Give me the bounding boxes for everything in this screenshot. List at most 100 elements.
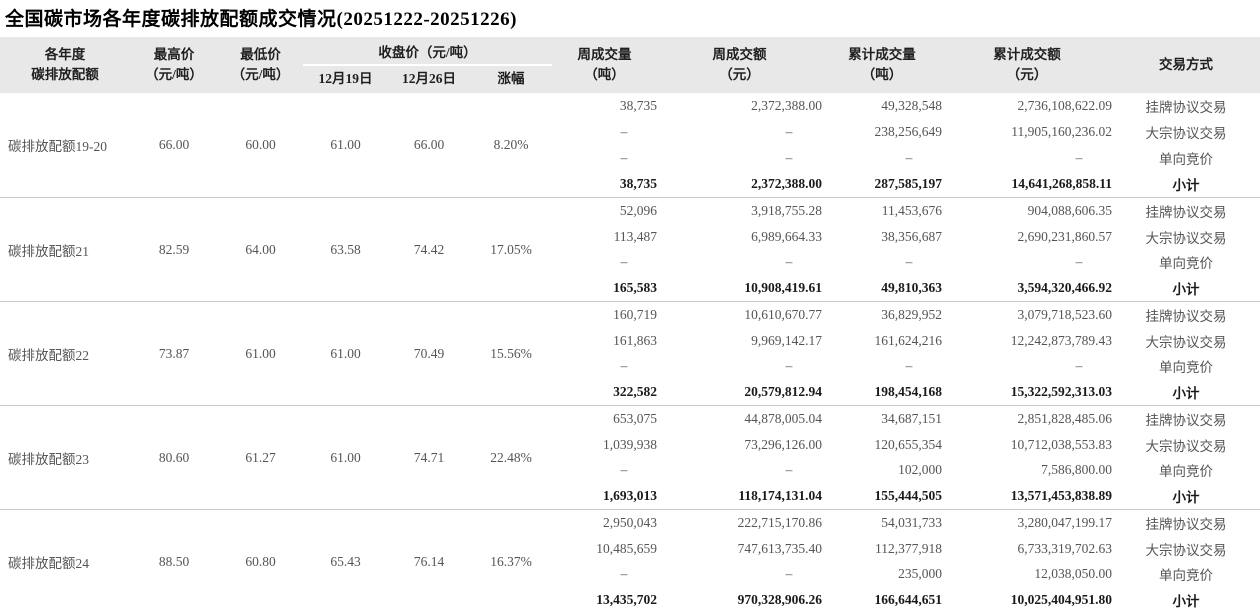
weekly-volume: 52,096 [619,202,657,218]
trade-rows: 653,075 44,878,005.04 34,687,151 2,851,828,… [552,406,1260,509]
header-line: 最低价 [240,46,281,62]
weekly-volume: 1,039,938 [603,436,657,452]
allowance-name: 碳排放配额22 [8,347,89,363]
close-price-1219: 61.00 [330,449,361,465]
weekly-amount: – [785,150,793,165]
header-line: 周成交量 [577,46,632,62]
header-line: 各年度 [44,46,86,62]
trade-row: 160,719 10,610,670.77 36,829,952 3,079,718,… [552,302,1260,328]
cumulative-volume: 161,624,216 [874,332,943,348]
allowance-name: 碳排放配额21 [8,243,89,259]
weekly-volume: – [620,254,628,270]
header-weekly-amount: 周成交额 （元） [657,37,822,93]
weekly-volume: 10,485,659 [596,540,657,556]
cumulative-amount: 2,851,828,485.06 [1017,410,1113,426]
weekly-amount: – [785,462,793,478]
trade-method: 小计 [1172,490,1200,506]
price-change: 17.05% [490,241,532,257]
cumulative-amount: 10,712,038,553.83 [1010,436,1112,452]
header-line: 累计成交量 [848,46,916,62]
subtotal-row: 38,735 2,372,388.00 287,585,197 14,641,268,… [552,171,1260,197]
trade-row: – – 102,000 7,586,800.00 单向竞价 [552,458,1260,484]
close-price-1226: 66.00 [413,137,445,152]
cumulative-volume: 238,256,649 [874,124,943,139]
cumulative-volume: 155,444,505 [874,488,943,504]
trade-method: 小计 [1172,282,1200,298]
weekly-amount: 9,969,142.17 [751,332,822,348]
header-close-price-group: 收盘价（元/吨） 12月19日 12月26日 涨幅 [303,37,552,93]
weekly-volume: – [620,566,628,582]
low-price: 60.80 [245,553,276,569]
cumulative-volume: 235,000 [898,566,942,582]
weekly-amount: – [785,358,793,374]
cumulative-amount: – [1075,358,1083,374]
weekly-amount: 44,878,005.04 [744,410,822,426]
weekly-volume: 38,735 [619,176,657,191]
trade-method: 单向竞价 [1159,464,1213,480]
low-price: 61.00 [245,345,276,361]
table-body: 碳排放配额19-20 66.00 60.00 61.00 66.00 8.20% 38,73… [0,93,1260,608]
trade-method: 大宗协议交易 [1145,230,1227,246]
trade-method: 挂牌协议交易 [1145,516,1227,532]
header-close-price: 收盘价（元/吨） [303,37,552,66]
weekly-volume: – [620,358,628,374]
trade-row: 10,485,659 747,613,735.40 112,377,918 6,733… [552,536,1260,562]
table-header: 各年度 碳排放配额 最高价 （元/吨） 最低价 （元/吨） 收盘价（元/吨） 1… [0,37,1260,93]
weekly-amount: 20,579,812.94 [744,384,822,400]
trade-method: 单向竞价 [1159,568,1213,584]
trade-row: 653,075 44,878,005.04 34,687,151 2,851,828,… [552,406,1260,432]
cumulative-volume: 11,453,676 [881,202,942,218]
close-price-1219: 61.00 [330,345,361,361]
trade-rows: 2,950,043 222,715,170.86 54,031,733 3,280,0… [552,510,1260,608]
header-line: （元） [719,67,760,82]
cumulative-volume: 34,687,151 [881,410,942,426]
allowance-name: 碳排放配额19-20 [8,139,107,154]
high-price: 88.50 [158,553,190,569]
allowance-group: 碳排放配额23 80.60 61.27 61.00 74.71 22.48% 653,075… [0,405,1260,509]
subtotal-row: 322,582 20,579,812.94 198,454,168 15,322,59… [552,379,1260,405]
header-cumulative-amount: 累计成交额 （元） [942,37,1112,93]
trade-row: 161,863 9,969,142.17 161,624,216 12,242,873… [552,328,1260,354]
close-price-1226: 70.49 [413,345,445,361]
cumulative-volume: 287,585,197 [874,176,943,191]
cumulative-amount: 2,736,108,622.09 [1017,98,1113,113]
cumulative-volume: 36,829,952 [881,306,942,322]
price-change: 15.56% [490,345,532,361]
trade-method: 单向竞价 [1159,256,1213,272]
trade-method: 小计 [1172,594,1200,608]
allowance-group: 碳排放配额22 73.87 61.00 61.00 70.49 15.56% 160,719… [0,301,1260,405]
cumulative-amount: 14,641,268,858.11 [1011,176,1112,191]
cumulative-volume: 49,328,548 [881,98,942,113]
header-date-1219: 12月19日 [318,71,373,87]
cumulative-amount: 12,038,050.00 [1034,566,1112,582]
trade-row: 1,039,938 73,296,126.00 120,655,354 10,712,… [552,432,1260,458]
subtotal-row: 13,435,702 970,328,906.26 166,644,651 10,02… [552,587,1260,608]
cumulative-volume: – [905,150,913,165]
cumulative-amount: 7,586,800.00 [1041,462,1112,478]
weekly-amount: 222,715,170.86 [737,514,822,530]
cumulative-volume: – [905,254,913,270]
weekly-amount: 2,372,388.00 [751,176,822,191]
weekly-volume: – [620,124,628,139]
header-trade-method: 交易方式 [1112,37,1260,93]
header-line: 碳排放配额 [31,67,99,82]
cumulative-amount: 904,088,606.35 [1027,202,1112,218]
cumulative-amount: 2,690,231,860.57 [1017,228,1113,244]
trade-rows: 38,735 2,372,388.00 49,328,548 2,736,108,62… [552,93,1260,197]
weekly-volume: 38,735 [619,98,657,113]
trade-rows: 160,719 10,610,670.77 36,829,952 3,079,718,… [552,302,1260,405]
page-title: 全国碳市场各年度碳排放配额成交情况(20251222-20251226) [5,9,517,30]
header-weekly-volume: 周成交量 （吨） [552,37,657,93]
close-price-1219: 61.00 [330,137,361,152]
weekly-volume: 653,075 [613,410,657,426]
allowance-group: 碳排放配额21 82.59 64.00 63.58 74.42 17.05% 52,096 3… [0,197,1260,301]
weekly-amount: 118,174,131.04 [738,488,822,504]
weekly-amount: 970,328,906.26 [737,592,822,608]
trade-method: 挂牌协议交易 [1145,100,1227,115]
weekly-amount: 3,918,755.28 [751,202,822,218]
trade-method: 小计 [1172,386,1200,402]
trade-rows: 52,096 3,918,755.28 11,453,676 904,088,606.… [552,198,1260,301]
allowance-name: 碳排放配额24 [8,555,89,571]
price-change: 16.37% [490,553,532,569]
cumulative-volume: 120,655,354 [874,436,943,452]
